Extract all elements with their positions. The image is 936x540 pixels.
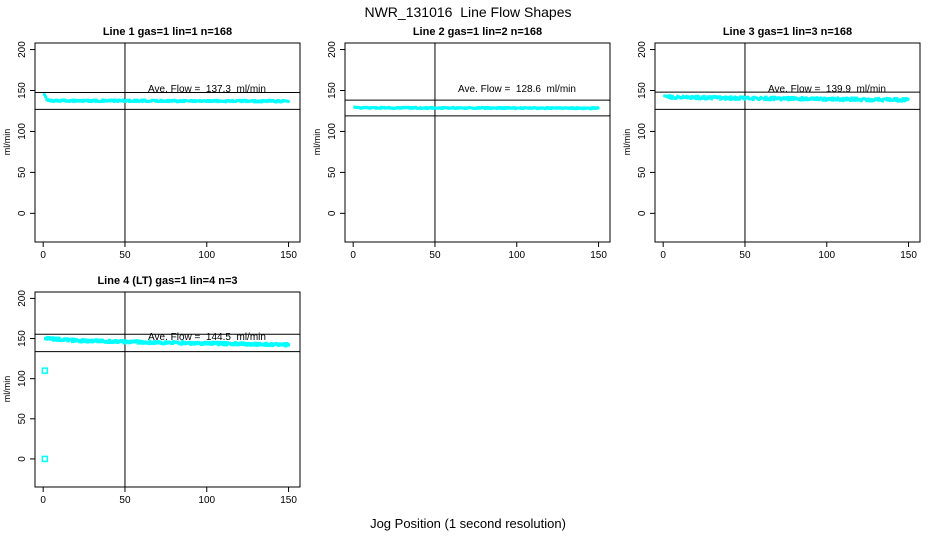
y-tick-label: 100 (637, 123, 648, 140)
x-tick-label: 0 (350, 250, 356, 261)
y-tick-label: 50 (327, 166, 338, 178)
y-tick-label: 150 (17, 82, 28, 99)
y-tick-label: 150 (637, 82, 648, 99)
panel-title-line-4: Line 4 (LT) gas=1 lin=4 n=3 (97, 275, 238, 287)
y-tick-label: 50 (17, 413, 28, 425)
y-tick-label: 0 (17, 210, 28, 216)
y-tick-label: 0 (327, 210, 338, 216)
y-tick-label: 200 (17, 41, 28, 58)
y-tick-label: 200 (327, 41, 338, 58)
y-tick-label: 0 (637, 210, 648, 216)
x-tick-label: 150 (590, 250, 607, 261)
y-tick-label: 0 (17, 456, 28, 462)
panel-plot: 0 50 100 150 0 50 100 150 200 (327, 41, 611, 261)
y-tick-label: 50 (637, 166, 648, 178)
panel-title-line-3: Line 3 gas=1 lin=3 n=168 (722, 26, 853, 38)
axis-box (654, 42, 921, 243)
x-tick-label: 50 (429, 250, 441, 261)
outlier-point (41, 455, 49, 463)
data-points (663, 94, 910, 103)
axis-box (34, 42, 301, 243)
data-points (42, 93, 290, 104)
x-tick-label: 50 (739, 250, 751, 261)
y-tick-label: 100 (327, 123, 338, 140)
ave-flow-annotation: Ave. Flow = 144.5 ml/min (148, 332, 266, 343)
x-tick-label: 100 (508, 250, 525, 261)
panel-plot: 0 50 100 150 0 50 100 150 200 (637, 41, 921, 261)
x-tick-label: 100 (818, 250, 835, 261)
chart-title: NWR_131016 Line Flow Shapes (364, 4, 572, 20)
x-tick-label: 0 (40, 495, 46, 506)
data-points (44, 335, 291, 348)
panel-title-line-2: Line 2 gas=1 lin=2 n=168 (412, 26, 543, 38)
axis-box (344, 42, 611, 243)
x-tick-label: 50 (119, 250, 131, 261)
y-tick-label: 100 (17, 123, 28, 140)
y-tick-label: 150 (17, 330, 28, 347)
y-tick-label: 200 (17, 290, 28, 307)
x-tick-label: 100 (198, 250, 215, 261)
x-tick-label: 0 (40, 250, 46, 261)
panel-plot: 0 50 100 150 0 50 100 150 200 (17, 41, 301, 261)
x-axis-label: Jog Position (1 second resolution) (370, 516, 566, 531)
y-tick-label: 150 (327, 82, 338, 99)
y-tick-label: 100 (17, 370, 28, 387)
x-tick-label: 50 (119, 495, 131, 506)
axis-box (34, 291, 301, 488)
panel-plot: 0 50 100 150 0 50 100 150 200 (17, 290, 301, 506)
ave-flow-annotation: Ave. Flow = 139.9 ml/min (768, 84, 886, 95)
panel-title-line-1: Line 1 gas=1 lin=1 n=168 (102, 26, 233, 38)
y-tick-label: 200 (637, 41, 648, 58)
x-tick-label: 150 (280, 250, 297, 261)
x-tick-label: 150 (900, 250, 917, 261)
x-tick-label: 0 (660, 250, 666, 261)
ave-flow-annotation: Ave. Flow = 137.3 ml/min (148, 84, 266, 95)
y-tick-label: 50 (17, 166, 28, 178)
data-points (353, 105, 600, 111)
x-tick-label: 100 (198, 495, 215, 506)
x-tick-label: 150 (280, 495, 297, 506)
outlier-point (41, 367, 49, 374)
ave-flow-annotation: Ave. Flow = 128.6 ml/min (458, 84, 576, 95)
